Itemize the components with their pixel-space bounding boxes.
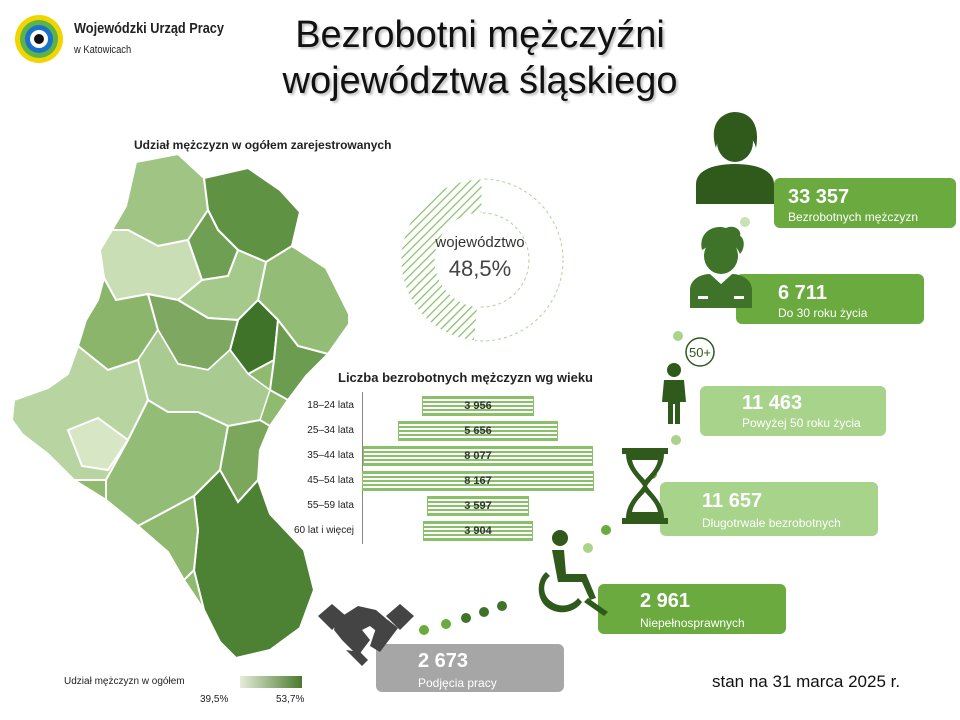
age-bar [362,471,594,491]
path-dot [601,525,611,535]
stat-label: Niepełnosprawnych [640,616,745,630]
senior-50-plus-icon: 50+ [662,337,715,424]
stat-box: 2 961 Niepełnosprawnych [598,584,786,634]
map-region-east-mid [268,317,330,402]
title-line-2: województwa śląskiego [282,60,678,102]
stat-value: 33 357 [788,186,850,208]
path-dot [671,435,681,445]
path-dot [461,613,471,623]
age-category-label: 18–24 lata [307,400,354,411]
map-legend-title: Udział mężczyzn w ogółem [64,676,185,687]
stat-value: 6 711 [778,282,827,304]
age-bar [426,496,530,516]
age-bar [422,521,534,541]
map-legend-gradient [240,676,302,688]
stat-label: Podjęcia pracy [418,676,497,690]
age-category-label: 45–54 lata [307,475,354,486]
date-note: stan na 31 marca 2025 r. [712,672,901,691]
donut-share-segment [400,178,483,342]
map-legend-max: 53,7% [276,694,305,705]
path-dot [740,217,750,227]
age-bar-value: 3 904 [464,525,492,537]
stat-box: 11 463 Powyżej 50 roku życia [700,386,886,436]
stat-box: 6 711 Do 30 roku życia [736,274,924,324]
age-bar-value: 8 167 [464,475,492,487]
stat-value: 2 673 [418,650,469,672]
donut-rest-outline-inner [434,212,530,308]
age-chart-axis [362,392,363,544]
map-region-south-dark [192,468,316,660]
young-man-icon [690,226,752,308]
path-dot [673,331,683,341]
org-name: Wojewódzki Urząd Pracy [74,20,224,37]
age-bar-value: 5 656 [464,425,492,437]
age-bar [421,396,535,416]
stat-value: 11 463 [742,392,803,414]
donut-value: 48,5% [448,256,512,281]
stat-box: 2 673 Podjęcia pracy [376,644,564,692]
path-dot [441,619,451,629]
hourglass-icon [622,448,668,524]
age-bar-value: 3 597 [464,500,492,512]
stat-label: Długotrwale bezrobotnych [702,516,841,530]
handshake-icon [318,604,414,666]
age-category-label: 55–59 lata [307,500,354,511]
stat-label: Do 30 roku życia [778,306,868,320]
map-region-palest [66,416,130,472]
page-title: Bezrobotni mężczyźni województwa śląskie… [180,12,780,104]
map-title: Udział mężczyzn w ogółem zarejestrowanyc… [134,138,392,152]
stat-label: Powyżej 50 roku życia [742,416,861,430]
senior-badge-text: 50+ [689,345,711,360]
stat-box: 11 657 Długotrwale bezrobotnych [660,482,878,536]
path-dot [497,601,507,611]
age-bar [363,446,593,466]
wheelchair-icon [538,530,608,616]
stat-value: 2 961 [640,590,691,612]
age-category-label: 25–34 lata [307,425,354,436]
man-icon [696,112,774,204]
stat-label: Bezrobotnych mężczyzn [788,210,919,224]
path-dot [419,625,429,635]
map-legend-min: 39,5% [200,694,229,705]
age-bar-value: 8 077 [464,450,492,462]
map-region-south-mid [136,494,200,582]
age-category-label: 35–44 lata [307,450,354,461]
stat-box: 33 357 Bezrobotnych mężczyzn [774,178,956,228]
age-bar-value: 3 956 [464,400,492,412]
age-bar [397,421,559,441]
age-category-label: 60 lat i więcej [293,525,354,536]
stat-value: 11 657 [702,490,763,512]
share-donut [400,178,564,342]
title-line-1: Bezrobotni mężczyźni [295,14,665,56]
age-chart-title: Liczba bezrobotnych mężczyzn wg wieku [338,370,593,385]
donut-label: województwo [435,234,525,251]
wup-logo [15,15,63,63]
voivodeship-map [10,152,348,660]
path-dot [583,543,593,553]
path-dot [479,607,489,617]
org-city: w Katowicach [74,44,132,56]
